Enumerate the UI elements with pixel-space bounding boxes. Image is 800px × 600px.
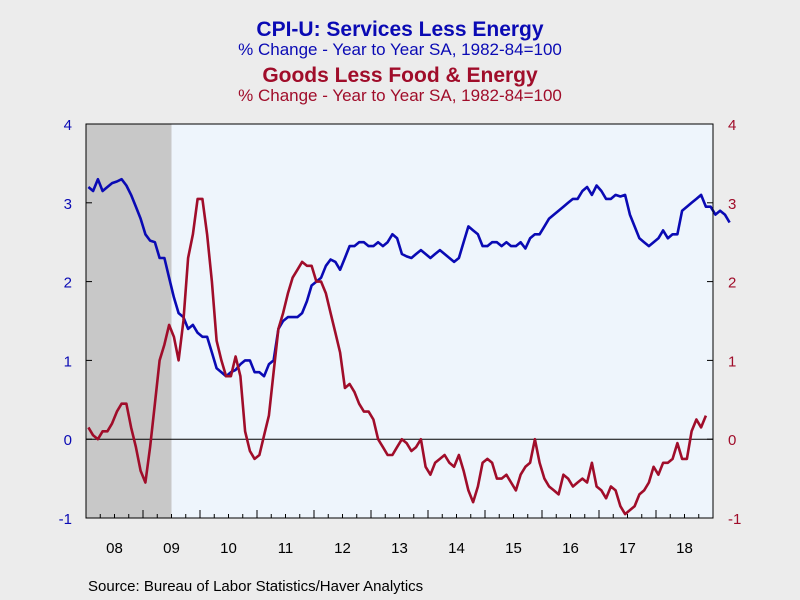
series-layer bbox=[87, 177, 731, 516]
y-tick-label-left: -1 bbox=[59, 511, 72, 528]
x-tick-label: 11 bbox=[278, 540, 294, 557]
x-tick-label: 14 bbox=[448, 540, 465, 557]
x-tick-label: 13 bbox=[391, 540, 408, 557]
x-tick-label: 15 bbox=[505, 540, 522, 557]
y-tick-label-right: 1 bbox=[728, 353, 736, 370]
chart-subtitle: % Change - Year to Year SA, 1982-84=100 bbox=[238, 40, 562, 59]
y-tick-label-right: 2 bbox=[728, 275, 736, 292]
y-tick-label-left: 1 bbox=[64, 353, 72, 370]
y-tick-label-left: 3 bbox=[64, 196, 72, 213]
y-tick-label-right: 4 bbox=[728, 117, 736, 134]
y-tick-label-left: 0 bbox=[64, 432, 72, 449]
x-tick-label: 09 bbox=[163, 540, 180, 557]
source-note: Source: Bureau of Labor Statistics/Haver… bbox=[88, 578, 424, 595]
x-tick-label: 17 bbox=[619, 540, 636, 557]
x-tick-label: 10 bbox=[220, 540, 237, 557]
x-tick-label: 12 bbox=[334, 540, 351, 557]
chart-title: CPI-U: Services Less Energy bbox=[256, 18, 544, 41]
chart-subtitle-2: % Change - Year to Year SA, 1982-84=100 bbox=[238, 86, 562, 105]
x-tick-label: 16 bbox=[562, 540, 579, 557]
x-tick-label: 18 bbox=[676, 540, 693, 557]
y-tick-label-right: 3 bbox=[728, 196, 736, 213]
series-line-2 bbox=[87, 197, 708, 516]
y-tick-label-right: 0 bbox=[728, 432, 736, 449]
y-tick-label-left: 2 bbox=[64, 275, 72, 292]
chart-title-2: Goods Less Food & Energy bbox=[262, 64, 538, 87]
x-tick-label: 08 bbox=[106, 540, 123, 557]
series-line-1 bbox=[87, 177, 731, 378]
plot-area bbox=[86, 124, 713, 518]
y-tick-label-left: 4 bbox=[64, 117, 72, 134]
y-tick-label-right: -1 bbox=[728, 511, 741, 528]
